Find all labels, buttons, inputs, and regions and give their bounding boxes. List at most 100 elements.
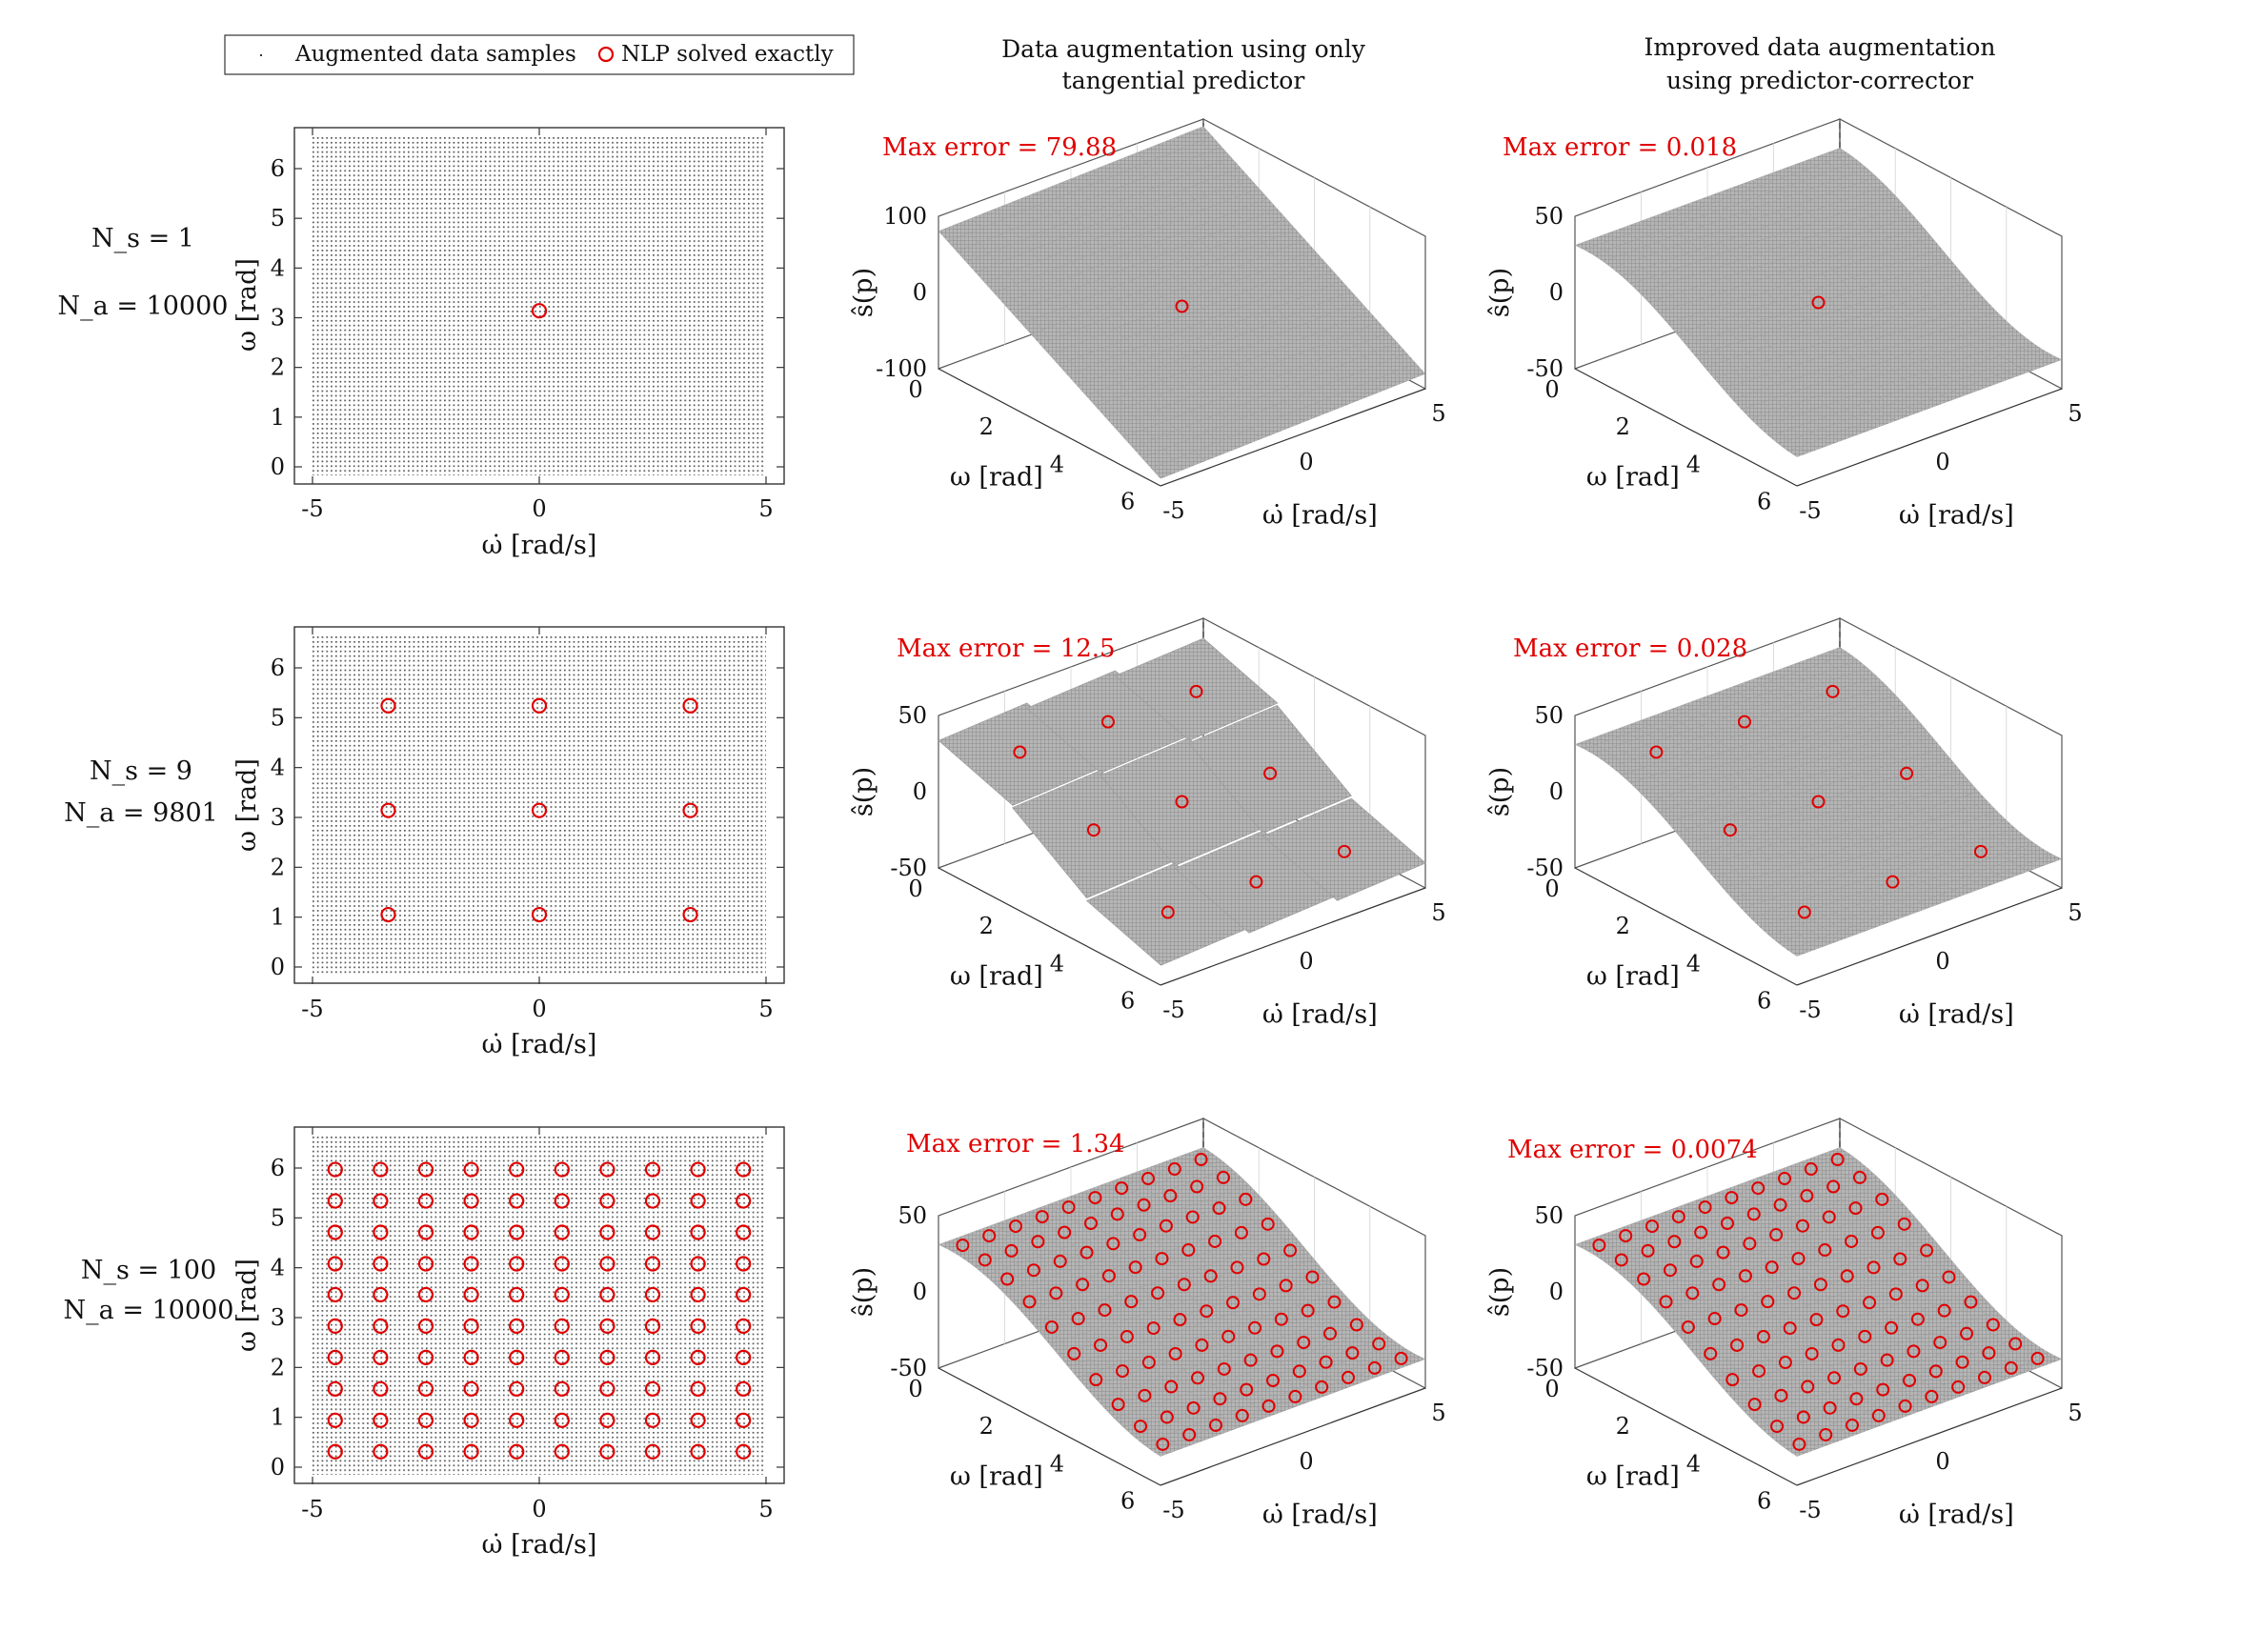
y-tick-label: 4 bbox=[271, 1255, 285, 1281]
column-title-corrector-line1: Improved data augmentation bbox=[1644, 33, 1995, 61]
row-ns-label: N_s = 1 bbox=[91, 224, 194, 253]
nlp-point bbox=[1723, 823, 1737, 837]
nlp-point bbox=[1106, 1237, 1120, 1251]
nlp-point bbox=[1203, 1269, 1218, 1283]
nlp-point bbox=[1089, 1373, 1103, 1387]
w-axis-label: ω [rad] bbox=[1586, 961, 1680, 991]
row-na-label: N_a = 9801 bbox=[64, 798, 218, 828]
nlp-point bbox=[1243, 1353, 1258, 1367]
nlp-point bbox=[1076, 1278, 1090, 1292]
nlp-point bbox=[1098, 1303, 1112, 1318]
wd-axis-label: ω̇ [rad/s] bbox=[1262, 500, 1378, 530]
wd-tick-label: -5 bbox=[1162, 997, 1184, 1023]
nlp-point bbox=[1249, 875, 1263, 889]
w-tick-label: 2 bbox=[979, 1413, 994, 1440]
y-tick-label: 0 bbox=[271, 1454, 285, 1481]
x-tick-label: 0 bbox=[532, 996, 546, 1022]
z-tick-label: 50 bbox=[1534, 1202, 1564, 1229]
y-tick-label: 6 bbox=[271, 1155, 285, 1181]
z-axis-label: ŝ(p) bbox=[1485, 767, 1515, 816]
max-error-label: Max error = 12.5 bbox=[897, 635, 1116, 663]
nlp-point bbox=[380, 906, 396, 923]
nlp-point bbox=[1086, 823, 1100, 837]
nlp-point bbox=[509, 1286, 525, 1303]
nlp-point bbox=[1191, 1371, 1205, 1385]
nlp-point bbox=[554, 1286, 570, 1303]
nlp-point bbox=[327, 1349, 343, 1365]
w-tick-label: 2 bbox=[979, 413, 994, 440]
nlp-point bbox=[1175, 795, 1189, 809]
scatter-panel-row-0: -5 0 5 0 1 2 3 4 5 6 ω̇ [rad/s] ω [rad] bbox=[232, 127, 785, 560]
nlp-point bbox=[417, 1443, 434, 1460]
nlp-point bbox=[1263, 766, 1278, 780]
nlp-point bbox=[644, 1193, 661, 1209]
nlp-point bbox=[327, 1318, 343, 1334]
nlp-point bbox=[1185, 1210, 1200, 1224]
nlp-point bbox=[1044, 1320, 1059, 1334]
nlp-point bbox=[599, 1224, 615, 1240]
max-error-label: Max error = 0.018 bbox=[1503, 133, 1737, 162]
nlp-point bbox=[1146, 1321, 1160, 1336]
nlp-point bbox=[1067, 1346, 1081, 1360]
floor-edge bbox=[938, 1367, 1161, 1486]
nlp-point bbox=[1004, 1243, 1019, 1258]
y-tick-label: 1 bbox=[271, 904, 285, 931]
nlp-point bbox=[599, 1193, 615, 1209]
nlp-point bbox=[463, 1412, 479, 1428]
nlp-point bbox=[1120, 1330, 1134, 1344]
floor-edge bbox=[1796, 388, 2063, 487]
nlp-point bbox=[373, 1318, 389, 1334]
nlp-point bbox=[554, 1318, 570, 1334]
wd-axis-label: ω̇ [rad/s] bbox=[1262, 1500, 1378, 1529]
w-tick-label: 0 bbox=[1544, 876, 1559, 902]
nlp-point bbox=[1110, 1207, 1124, 1221]
nlp-point bbox=[1189, 684, 1203, 698]
nlp-point bbox=[1226, 1296, 1241, 1310]
nlp-point bbox=[380, 802, 396, 818]
nlp-point bbox=[599, 1161, 615, 1178]
column-title-tangential-line2: tangential predictor bbox=[1062, 67, 1305, 94]
wd-tick-label: 0 bbox=[1935, 449, 1949, 475]
nlp-point bbox=[1141, 1172, 1156, 1186]
wd-axis-label: ω̇ [rad/s] bbox=[1899, 999, 2014, 1029]
nlp-point bbox=[373, 1286, 389, 1303]
nlp-point bbox=[1301, 1303, 1315, 1318]
nlp-point bbox=[1155, 1252, 1169, 1266]
nlp-point bbox=[417, 1193, 434, 1209]
nlp-point bbox=[1000, 1272, 1015, 1286]
nlp-point bbox=[690, 1412, 706, 1428]
row-label-2: N_s = 100 N_a = 10000 bbox=[64, 1256, 234, 1325]
w-tick-label: 0 bbox=[908, 876, 922, 902]
z-tick-label: 0 bbox=[1549, 778, 1564, 805]
nlp-points-layer bbox=[531, 303, 548, 319]
nlp-point bbox=[1156, 1437, 1170, 1451]
nlp-point bbox=[509, 1256, 525, 1272]
scatter-panel-row-2: -5 0 5 0 1 2 3 4 5 6 ω̇ [rad/s] ω [rad] bbox=[232, 1126, 785, 1560]
wd-tick-label: -5 bbox=[1162, 1497, 1184, 1523]
z-tick-label: 0 bbox=[913, 279, 927, 306]
nlp-point bbox=[509, 1412, 525, 1428]
nlp-point bbox=[1116, 1364, 1130, 1379]
nlp-point bbox=[1163, 1189, 1178, 1203]
nlp-point bbox=[463, 1443, 479, 1460]
w-tick-label: 6 bbox=[1120, 988, 1135, 1015]
nlp-point bbox=[1080, 1245, 1094, 1259]
nlp-point bbox=[644, 1161, 661, 1178]
floor-edge bbox=[938, 867, 1161, 986]
nlp-point bbox=[1190, 1179, 1204, 1194]
row-na-label: N_a = 10000 bbox=[58, 292, 229, 321]
z-tick-label: -50 bbox=[890, 855, 927, 881]
w-tick-label: 2 bbox=[1616, 1413, 1630, 1440]
w-tick-label: 0 bbox=[908, 1376, 922, 1402]
nlp-point bbox=[327, 1286, 343, 1303]
nlp-point bbox=[531, 802, 548, 818]
nlp-point bbox=[1194, 1153, 1208, 1167]
nlp-point bbox=[1257, 1252, 1271, 1266]
nlp-point bbox=[1372, 1337, 1386, 1351]
nlp-point bbox=[1305, 1270, 1320, 1284]
nlp-point bbox=[327, 1256, 343, 1272]
nlp-point bbox=[1900, 766, 1914, 780]
x-axis-label: ω̇ [rad/s] bbox=[482, 1030, 597, 1059]
nlp-point bbox=[1159, 1219, 1173, 1233]
